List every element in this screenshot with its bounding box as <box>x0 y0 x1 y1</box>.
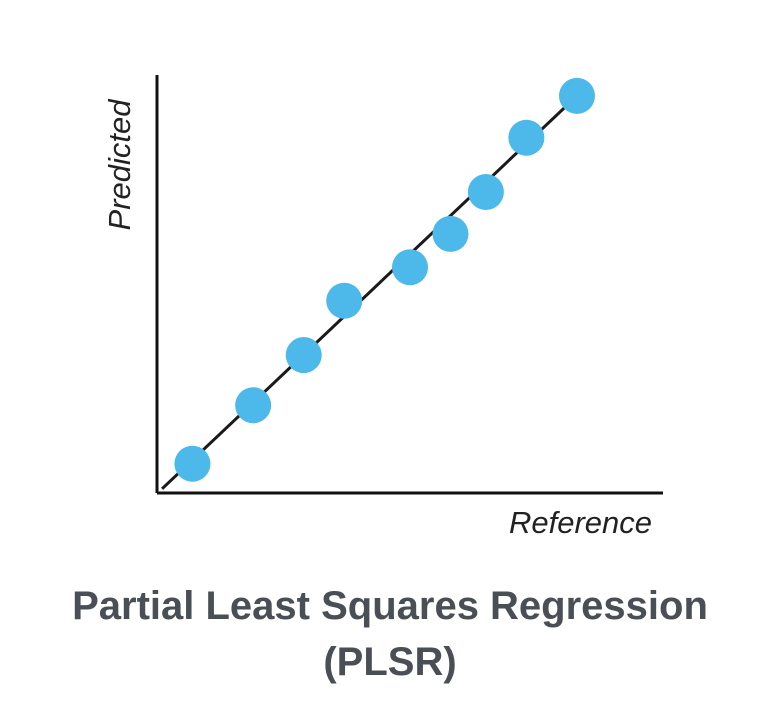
point <box>235 387 272 424</box>
x-axis-label: Reference <box>509 505 652 540</box>
point <box>558 77 595 114</box>
point <box>432 215 469 252</box>
point <box>326 282 363 319</box>
point <box>392 249 428 286</box>
fit-line <box>161 94 579 490</box>
y-axis-label: Predicted <box>102 98 137 231</box>
point <box>467 174 504 211</box>
point <box>174 445 211 482</box>
chart-title: Partial Least Squares Regression (PLSR) <box>72 584 708 684</box>
point <box>285 337 322 374</box>
chart: Predicted Reference <box>102 75 663 540</box>
point <box>508 119 545 156</box>
